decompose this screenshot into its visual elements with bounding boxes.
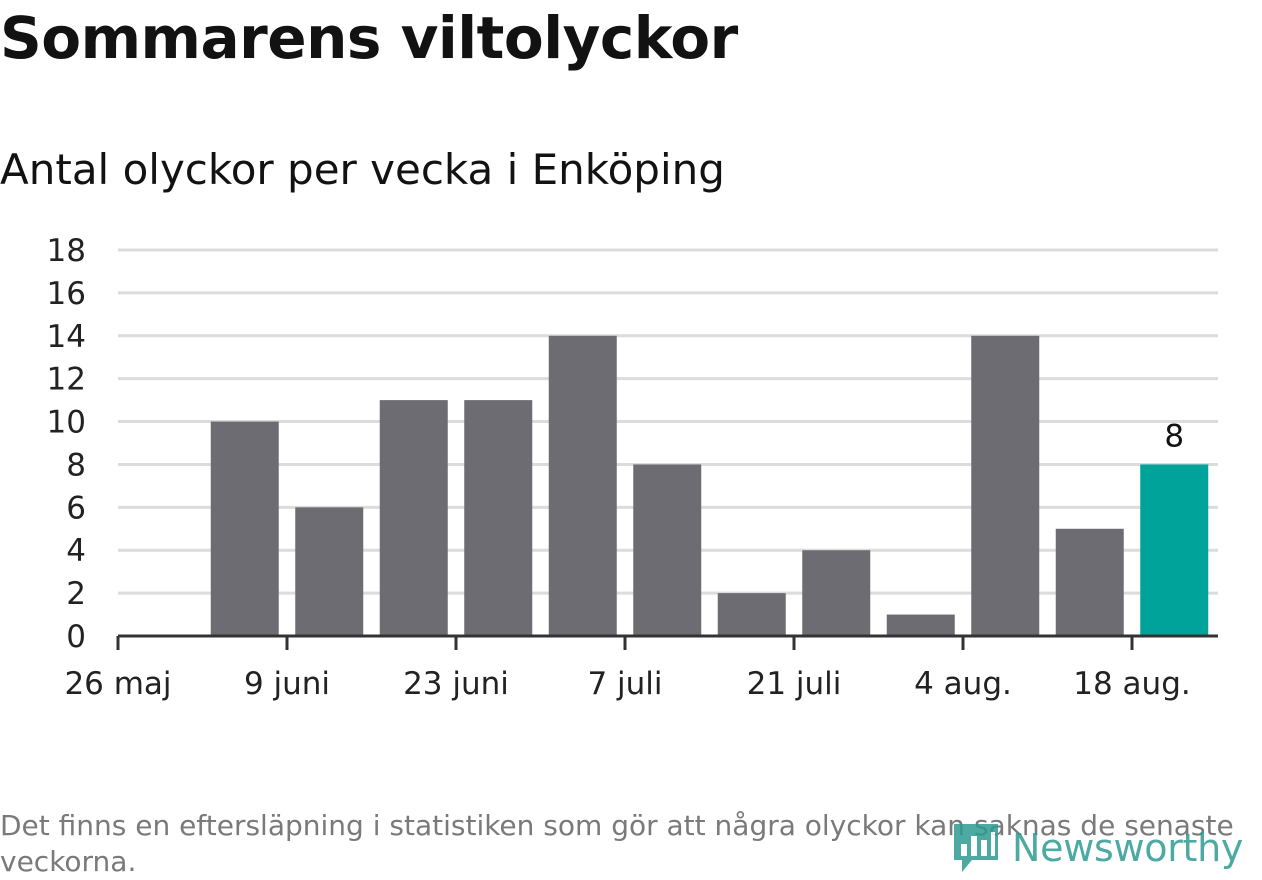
x-tick-label: 9 juni (244, 666, 330, 702)
y-tick-label: 10 (47, 405, 86, 441)
bar (379, 400, 448, 636)
brand-name: Newsworthy (1012, 826, 1244, 870)
bar (886, 614, 955, 636)
data-label: 8 (1164, 418, 1184, 454)
x-tick-label: 26 maj (64, 666, 171, 702)
y-tick-label: 18 (47, 233, 86, 269)
y-tick-label: 6 (66, 490, 86, 526)
newsworthy-logo: Newsworthy (950, 818, 1243, 878)
y-tick-label: 8 (66, 447, 86, 483)
data-labels: 8 (1164, 418, 1184, 454)
y-tick-label: 0 (66, 619, 86, 655)
x-tick-label: 23 juni (403, 666, 509, 702)
bar (548, 335, 617, 636)
bar (1055, 528, 1124, 636)
y-tick-label: 14 (47, 319, 86, 355)
bar (633, 464, 702, 636)
bars (210, 335, 1209, 636)
y-tick-label: 2 (66, 576, 86, 612)
bar (717, 593, 786, 636)
bar (295, 507, 364, 636)
x-tick-label: 21 juli (747, 666, 842, 702)
footnote: Det finns en eftersläpning i statistiken… (0, 809, 1234, 878)
y-axis-ticks: 0 2 4 6 8 10 12 14 16 18 (47, 233, 86, 655)
y-tick-label: 12 (47, 362, 86, 398)
y-tick-label: 16 (47, 276, 86, 312)
bar (464, 400, 533, 636)
newsworthy-logo-icon (954, 824, 998, 872)
bar (802, 550, 871, 636)
y-tick-label: 4 (66, 533, 86, 569)
x-tick-label: 18 aug. (1073, 666, 1190, 702)
chart-title: Sommarens viltolyckor (0, 4, 738, 72)
chart-subtitle: Antal olyckor per vecka i Enköping (0, 145, 725, 194)
x-tick-label: 4 aug. (914, 666, 1012, 702)
x-axis-ticks: 26 maj 9 juni 23 juni 7 juli 21 juli 4 aug. 18… (64, 636, 1191, 702)
bar-highlighted (1140, 464, 1209, 636)
bar-chart: 0 2 4 6 8 10 12 14 16 18 26 maj 9 juni 23 juni 7 jul… (47, 233, 1218, 702)
x-tick-label: 7 juli (587, 666, 662, 702)
bar (971, 335, 1040, 636)
bar (210, 421, 279, 636)
